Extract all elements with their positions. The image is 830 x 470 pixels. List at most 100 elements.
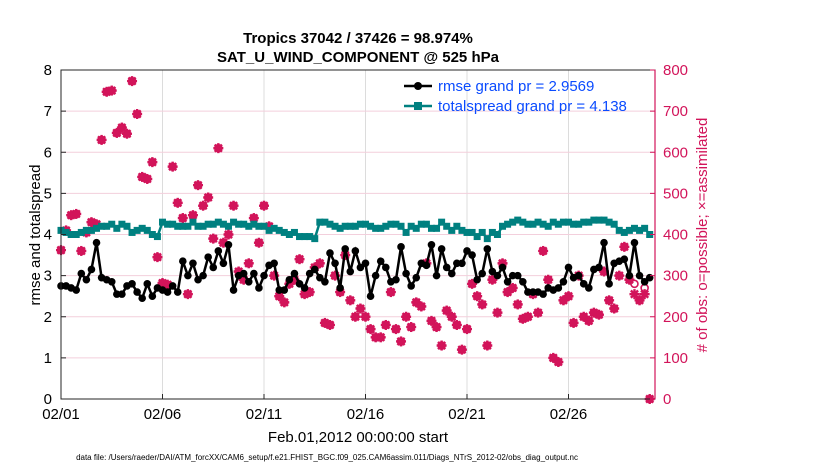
obs-assimilated-point xyxy=(451,319,462,330)
rmse-point xyxy=(412,273,421,282)
rmse-point xyxy=(376,257,385,266)
asterisk-center xyxy=(403,313,410,320)
asterisk-center xyxy=(73,210,80,217)
spread-point xyxy=(321,218,329,226)
spread-point xyxy=(524,220,532,228)
asterisk-center xyxy=(433,324,440,331)
spread-point xyxy=(82,226,90,234)
rmse-point xyxy=(625,271,634,280)
spread-point xyxy=(514,216,522,224)
rmse-point xyxy=(564,263,573,272)
rmse-point xyxy=(244,277,253,286)
y-axis-right-label: # of obs: o=possible; ×=assimilated xyxy=(694,118,711,353)
rmse-point xyxy=(331,259,339,268)
spread-point xyxy=(250,220,258,228)
asterisk-center xyxy=(296,256,303,263)
rmse-point xyxy=(447,269,456,278)
spread-point xyxy=(230,218,238,226)
asterisk-center xyxy=(453,321,460,328)
rmse-point xyxy=(184,271,192,280)
asterisk-center xyxy=(636,297,643,304)
asterisk-center xyxy=(225,231,232,238)
obs-assimilated-point xyxy=(228,200,239,211)
asterisk-center xyxy=(585,317,592,324)
asterisk-center xyxy=(352,313,359,320)
spread-point xyxy=(164,220,172,228)
rmse-point xyxy=(199,271,207,280)
spread-point xyxy=(367,222,375,230)
obs-assimilated-point xyxy=(198,200,209,211)
obs-assimilated-point xyxy=(314,258,325,269)
y-tick-label: 8 xyxy=(44,62,52,79)
spread-point xyxy=(549,218,557,226)
asterisk-center xyxy=(149,159,156,166)
spread-point xyxy=(362,220,369,228)
obs-assimilated-point xyxy=(365,324,376,335)
y-right-tick-label: 100 xyxy=(663,350,688,367)
spread-point xyxy=(453,222,461,230)
spread-point xyxy=(199,222,207,230)
asterisk-center xyxy=(377,334,384,341)
obs-assimilated-point xyxy=(243,258,254,269)
asterisk-center xyxy=(524,313,531,320)
obs-assimilated-point xyxy=(182,289,193,300)
obs-assimilated-point xyxy=(614,270,625,281)
rmse-point xyxy=(422,261,431,270)
obs-assimilated-point xyxy=(507,282,518,293)
obs-assimilated-point xyxy=(193,180,204,191)
obs-assimilated-point xyxy=(609,303,620,314)
asterisk-center xyxy=(276,293,283,300)
spread-point xyxy=(636,226,644,234)
obs-assimilated-point xyxy=(324,319,335,330)
rmse-point xyxy=(432,271,441,280)
asterisk-center xyxy=(250,215,257,222)
obs-assimilated-point xyxy=(259,200,269,211)
obs-assimilated-point xyxy=(121,128,132,139)
spread-point xyxy=(138,224,146,232)
asterisk-center xyxy=(479,301,486,308)
rmse-point xyxy=(346,267,355,276)
spread-point xyxy=(625,226,633,234)
spread-point xyxy=(240,220,248,228)
obs-assimilated-point xyxy=(253,237,264,248)
obs-assimilated-point xyxy=(472,291,483,302)
y-right-tick-label: 800 xyxy=(663,62,688,79)
spread-point xyxy=(483,235,491,243)
spread-point xyxy=(235,220,243,228)
spread-point xyxy=(143,226,151,234)
rmse-point xyxy=(635,271,644,280)
asterisk-center xyxy=(428,317,435,324)
rmse-point xyxy=(82,275,91,284)
spread-point xyxy=(62,228,70,236)
obs-assimilated-point xyxy=(563,291,574,302)
asterisk-center xyxy=(367,326,374,333)
y-tick-label: 7 xyxy=(44,103,52,120)
obs-assimilated-point xyxy=(279,297,290,308)
spread-point xyxy=(306,233,314,241)
rmse-point xyxy=(392,275,400,284)
asterisk-center xyxy=(230,202,237,209)
spread-point xyxy=(620,228,628,236)
spread-point xyxy=(133,226,141,234)
asterisk-center xyxy=(514,301,521,308)
spread-point xyxy=(565,218,572,226)
obs-assimilated-point xyxy=(583,315,594,326)
rmse-point xyxy=(168,282,177,290)
obs-assimilated-point xyxy=(355,303,366,314)
y-right-tick-label: 700 xyxy=(663,103,688,120)
asterisk-center xyxy=(611,305,618,312)
asterisk-center xyxy=(641,291,648,298)
rmse-point xyxy=(280,286,289,294)
rmse-point xyxy=(285,275,294,284)
spread-point xyxy=(630,224,638,232)
asterisk-center xyxy=(489,276,496,283)
y-axis-label: rmse and totalspread xyxy=(27,165,44,306)
spread-point xyxy=(219,220,227,228)
spread-point xyxy=(427,224,435,232)
spread-point xyxy=(128,228,136,236)
rmse-point xyxy=(640,277,649,286)
obs-assimilated-point xyxy=(294,254,305,265)
spread-point xyxy=(184,222,192,230)
x-axis-label: Feb.01,2012 00:00:00 start xyxy=(268,429,449,446)
rmse-point xyxy=(219,259,228,268)
